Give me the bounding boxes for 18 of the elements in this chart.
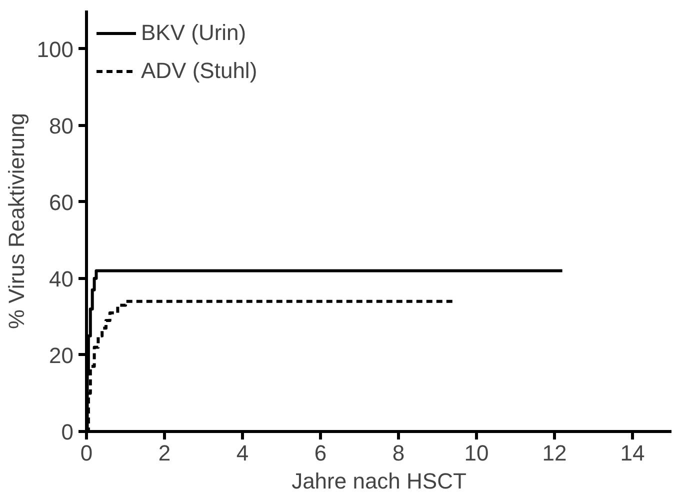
y-tick-label: 100 (36, 36, 74, 62)
x-tick-label: 14 (620, 440, 645, 466)
x-tick-label: 12 (542, 440, 567, 466)
legend-label: ADV (Stuhl) (141, 58, 258, 84)
x-tick-label: 8 (392, 440, 405, 466)
y-tick-label: 20 (49, 342, 74, 368)
x-tick-label: 2 (158, 440, 171, 466)
x-tick-label: 10 (464, 440, 489, 466)
legend-label: BKV (Urin) (141, 20, 246, 46)
y-tick-label: 60 (49, 190, 74, 215)
y-axis-title: % Virus Reaktivierung (4, 112, 29, 330)
x-tick-label: 4 (236, 440, 249, 466)
x-tick-label: 6 (314, 440, 327, 466)
y-tick-label: 40 (49, 266, 74, 292)
y-tick-label: 80 (49, 113, 74, 138)
x-axis-title: Jahre nach HSCT (292, 468, 466, 494)
x-tick-label: 0 (80, 440, 93, 466)
y-tick-label: 0 (61, 420, 74, 444)
